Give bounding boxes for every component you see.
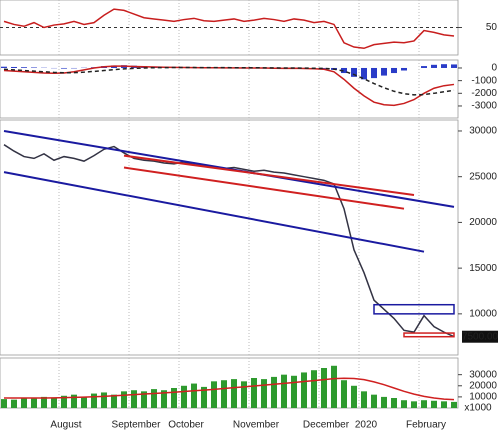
y-tick-label: 15000: [469, 263, 497, 274]
y-tick-label: 10000: [469, 392, 497, 403]
bar: [101, 392, 107, 408]
panel-frame: [0, 357, 459, 409]
bar: [431, 400, 437, 408]
bar: [11, 399, 17, 408]
series-line: [3, 8, 455, 50]
bar: [211, 381, 217, 408]
bar: [81, 396, 87, 408]
series-line: [3, 66, 455, 96]
bar: [261, 379, 267, 408]
bar: [451, 64, 457, 68]
bar: [251, 378, 257, 408]
y-tick-label: 20000: [469, 380, 497, 391]
bar: [331, 365, 337, 408]
trendline: [3, 171, 425, 253]
bar: [271, 376, 277, 408]
y-tick-label: 30000: [469, 369, 497, 380]
bar: [111, 394, 117, 408]
bar: [421, 66, 427, 68]
y-tick-label: 25000: [469, 171, 497, 182]
bar: [91, 393, 97, 408]
series-line: [3, 144, 455, 338]
y-tick-label: -2000: [471, 88, 497, 99]
bar: [241, 381, 247, 408]
bar: [31, 67, 37, 68]
bar: [321, 67, 327, 69]
bar: [61, 67, 67, 69]
bar: [351, 385, 357, 408]
y-tick-label: 10000: [469, 308, 497, 319]
bar: [391, 398, 397, 408]
bar: [341, 67, 347, 74]
bar: [421, 400, 427, 408]
y-tick-label: -1000: [471, 75, 497, 86]
bar: [371, 394, 377, 408]
zone: [373, 303, 455, 315]
bar: [411, 401, 417, 408]
bar: [281, 374, 287, 408]
bar: [341, 380, 347, 408]
bar: [301, 372, 307, 408]
bar: [381, 396, 387, 408]
bar: [321, 368, 327, 408]
series-line: [4, 377, 455, 401]
x-tick-label: October: [168, 420, 204, 431]
bar: [381, 67, 387, 76]
bar: [61, 395, 67, 408]
y-tick-label: 50: [486, 22, 498, 33]
bar: [121, 391, 127, 408]
bar: [51, 398, 57, 408]
bar: [401, 67, 407, 71]
bar: [291, 375, 297, 408]
bar: [11, 66, 17, 68]
panel-frame: [0, 119, 459, 356]
bar: [31, 398, 37, 408]
bar: [1, 399, 7, 408]
x-tick-label: August: [50, 420, 81, 431]
bar: [361, 67, 367, 80]
trendline: [123, 166, 405, 210]
bar: [231, 379, 237, 408]
x-tick-label: December: [303, 420, 350, 431]
y-tick-label: 0: [491, 63, 497, 74]
bar: [401, 400, 407, 408]
bar: [361, 391, 367, 408]
bar: [21, 67, 27, 68]
bar: [351, 67, 357, 77]
bar: [1, 66, 7, 68]
bar: [181, 385, 187, 408]
bar: [21, 398, 27, 408]
x-tick-label: November: [233, 420, 280, 431]
bar: [41, 396, 47, 408]
y-tick-label: -3000: [471, 101, 497, 112]
panel-frame: [0, 59, 459, 119]
y-tick-label: 30000: [469, 126, 497, 137]
bar: [451, 401, 457, 408]
bar: [71, 394, 77, 408]
bar: [371, 67, 377, 79]
last-price-box: [462, 330, 498, 343]
bar: [201, 386, 207, 408]
bar: [311, 370, 317, 408]
bar: [161, 390, 167, 408]
bar: [221, 380, 227, 408]
unit-label: x1000: [464, 403, 492, 414]
bar: [141, 391, 147, 408]
bar: [441, 401, 447, 408]
bar: [151, 389, 157, 408]
bar: [191, 383, 197, 408]
trendline: [123, 154, 415, 196]
bar: [391, 67, 397, 74]
bar: [131, 390, 137, 408]
zone: [403, 332, 455, 338]
bar: [431, 64, 437, 68]
x-tick-label: 2020: [355, 420, 378, 431]
bar: [171, 388, 177, 408]
last-price-label: 7500.00: [462, 331, 499, 342]
x-tick-label: September: [112, 420, 162, 431]
x-tick-label: February: [406, 420, 446, 431]
y-tick-label: 20000: [469, 217, 497, 228]
bar: [441, 64, 447, 68]
